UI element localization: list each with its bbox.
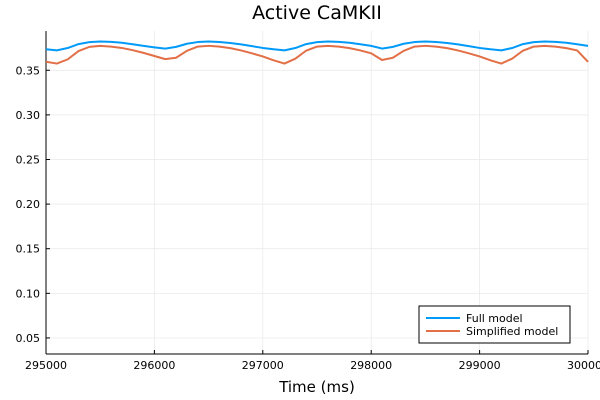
y-tick-label: 0.25	[16, 153, 41, 166]
x-tick-label: 296000	[133, 359, 175, 372]
chart-title: Active CaMKII	[252, 2, 382, 24]
legend-box	[418, 305, 571, 344]
x-tick-label: 298000	[350, 359, 392, 372]
x-tick-label: 295000	[25, 359, 67, 372]
series-line-full-model	[45, 40, 589, 52]
y-tick-label: 0.15	[16, 243, 41, 256]
legend: Full model Simplified model	[418, 305, 571, 344]
x-tick-label: 299000	[459, 359, 501, 372]
series-group	[45, 40, 589, 65]
y-tick-label: 0.20	[16, 198, 41, 211]
x-tick-label: 297000	[242, 359, 284, 372]
x-axis-title: Time (ms)	[278, 378, 355, 396]
axes	[45, 31, 588, 355]
y-tick-label: 0.10	[16, 287, 41, 300]
y-tick-label: 0.35	[16, 64, 41, 77]
legend-label-full-model: Full model	[466, 312, 523, 325]
y-tick-label: 0.30	[16, 109, 41, 122]
series-line-simplified-model	[45, 44, 589, 65]
y-tick-label: 0.05	[16, 332, 41, 345]
legend-label-simplified-model: Simplified model	[466, 325, 558, 338]
